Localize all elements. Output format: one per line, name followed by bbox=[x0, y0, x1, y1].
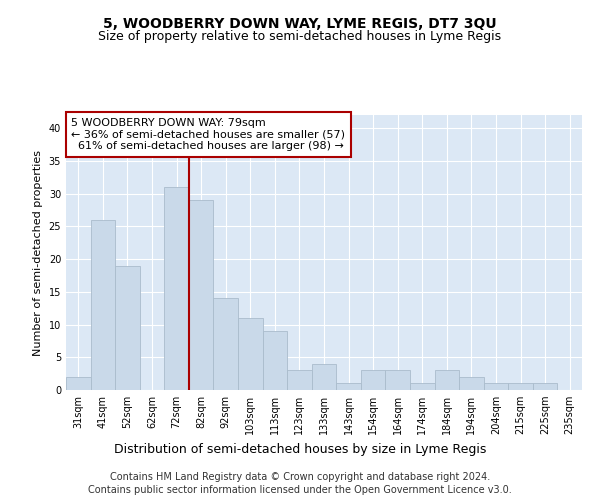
Bar bbox=[115, 266, 140, 390]
Bar bbox=[336, 384, 361, 390]
Bar bbox=[263, 331, 287, 390]
Bar bbox=[312, 364, 336, 390]
Text: Size of property relative to semi-detached houses in Lyme Regis: Size of property relative to semi-detach… bbox=[98, 30, 502, 43]
Text: Contains public sector information licensed under the Open Government Licence v3: Contains public sector information licen… bbox=[88, 485, 512, 495]
Bar bbox=[508, 384, 533, 390]
Bar bbox=[385, 370, 410, 390]
Bar bbox=[66, 377, 91, 390]
Bar bbox=[361, 370, 385, 390]
Bar bbox=[484, 384, 508, 390]
Bar bbox=[410, 384, 434, 390]
Text: 5, WOODBERRY DOWN WAY, LYME REGIS, DT7 3QU: 5, WOODBERRY DOWN WAY, LYME REGIS, DT7 3… bbox=[103, 18, 497, 32]
Bar bbox=[434, 370, 459, 390]
Bar bbox=[164, 187, 189, 390]
Bar bbox=[459, 377, 484, 390]
Text: Distribution of semi-detached houses by size in Lyme Regis: Distribution of semi-detached houses by … bbox=[114, 442, 486, 456]
Bar bbox=[189, 200, 214, 390]
Bar bbox=[533, 384, 557, 390]
Text: Contains HM Land Registry data © Crown copyright and database right 2024.: Contains HM Land Registry data © Crown c… bbox=[110, 472, 490, 482]
Text: 5 WOODBERRY DOWN WAY: 79sqm
← 36% of semi-detached houses are smaller (57)
  61%: 5 WOODBERRY DOWN WAY: 79sqm ← 36% of sem… bbox=[71, 118, 345, 151]
Bar bbox=[287, 370, 312, 390]
Y-axis label: Number of semi-detached properties: Number of semi-detached properties bbox=[33, 150, 43, 356]
Bar bbox=[238, 318, 263, 390]
Bar bbox=[214, 298, 238, 390]
Bar bbox=[91, 220, 115, 390]
